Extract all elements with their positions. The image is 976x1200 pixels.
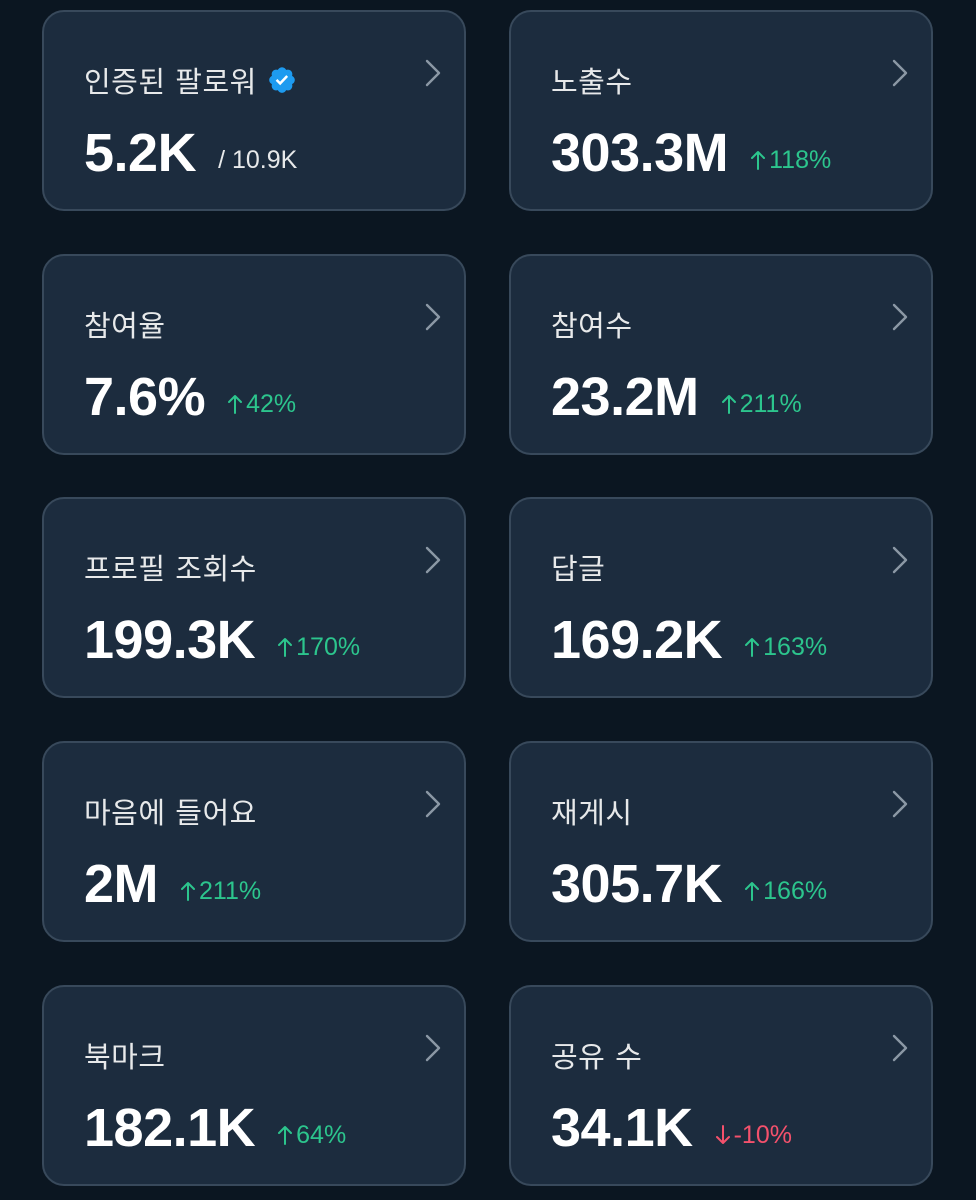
- card-likes[interactable]: 마음에 들어요 2M 211%: [42, 741, 466, 942]
- change-value: 64%: [296, 1120, 347, 1149]
- card-engagements[interactable]: 참여수 23.2M 211%: [509, 254, 933, 455]
- card-title-row: 공유 수: [551, 1027, 642, 1083]
- change-value: 211%: [199, 876, 262, 905]
- card-title-row: 참여수: [551, 296, 633, 352]
- card-title: 북마크: [84, 1040, 166, 1074]
- card-title: 노출수: [551, 65, 633, 99]
- card-title-row: 참여율: [84, 296, 166, 352]
- card-replies[interactable]: 답글 169.2K 163%: [509, 497, 933, 698]
- card-profile-visits[interactable]: 프로필 조회수 199.3K 170%: [42, 497, 466, 698]
- change-value: 42%: [246, 389, 297, 418]
- change-value: 118%: [769, 145, 832, 174]
- card-title: 재게시: [551, 796, 633, 830]
- card-title-row: 마음에 들어요: [84, 783, 257, 839]
- verified-badge-icon: [269, 67, 295, 93]
- card-title-row: 노출수: [551, 52, 633, 108]
- arrow-up-icon: [745, 638, 760, 657]
- card-value: 2M: [84, 854, 159, 914]
- card-value: 5.2K: [84, 123, 197, 183]
- card-value: 199.3K: [84, 610, 256, 670]
- change-indicator: 163%: [744, 633, 827, 662]
- card-value-row: 305.7K 166%: [551, 849, 827, 919]
- arrow-up-icon: [278, 1126, 293, 1145]
- card-value-row: 5.2K / 10.9K: [84, 118, 297, 188]
- card-title: 공유 수: [551, 1040, 643, 1074]
- change-value: -10%: [733, 1120, 792, 1149]
- card-value: 303.3M: [551, 123, 729, 183]
- change-indicator: 211%: [721, 390, 802, 419]
- card-reposts[interactable]: 재게시 305.7K 166%: [509, 741, 933, 942]
- card-value: 23.2M: [551, 367, 699, 427]
- card-value-row: 169.2K 163%: [551, 605, 827, 675]
- card-title: 인증된 팔로워: [84, 65, 257, 99]
- card-value: 169.2K: [551, 610, 723, 670]
- chevron-right-icon: [425, 790, 441, 818]
- card-value: 34.1K: [551, 1098, 693, 1158]
- change-indicator: 118%: [750, 146, 831, 175]
- card-value-row: 182.1K 64%: [84, 1093, 346, 1163]
- card-title-row: 프로필 조회수: [84, 539, 257, 595]
- chevron-right-icon: [425, 59, 441, 87]
- card-title-row: 인증된 팔로워: [84, 52, 297, 108]
- card-verified-followers[interactable]: 인증된 팔로워 5.2K / 10.9K: [42, 10, 466, 211]
- arrow-up-icon: [278, 638, 293, 657]
- card-value-row: 2M 211%: [84, 849, 261, 919]
- change-indicator: 211%: [180, 877, 261, 906]
- card-title-row: 북마크: [84, 1027, 166, 1083]
- card-value: 7.6%: [84, 367, 206, 427]
- change-indicator: 170%: [277, 633, 360, 662]
- card-title-row: 재게시: [551, 783, 633, 839]
- change-value: 166%: [763, 876, 828, 905]
- card-shares[interactable]: 공유 수 34.1K -10%: [509, 985, 933, 1186]
- card-title: 마음에 들어요: [84, 796, 257, 830]
- change-value: 170%: [296, 632, 361, 661]
- card-title: 프로필 조회수: [84, 552, 257, 586]
- chevron-right-icon: [425, 1034, 441, 1062]
- change-indicator: 64%: [277, 1121, 346, 1150]
- arrow-up-icon: [228, 395, 243, 414]
- card-title: 참여수: [551, 309, 633, 343]
- card-value-row: 23.2M 211%: [551, 362, 802, 432]
- arrow-down-icon: [715, 1125, 730, 1144]
- arrow-up-icon: [751, 151, 766, 170]
- card-bookmarks[interactable]: 북마크 182.1K 64%: [42, 985, 466, 1186]
- card-value-row: 34.1K -10%: [551, 1093, 792, 1163]
- change-value: 211%: [739, 389, 802, 418]
- chevron-right-icon: [892, 303, 908, 331]
- chevron-right-icon: [892, 546, 908, 574]
- card-value-row: 303.3M 118%: [551, 118, 831, 188]
- chevron-right-icon: [425, 303, 441, 331]
- card-total: / 10.9K: [218, 145, 298, 174]
- chevron-right-icon: [425, 546, 441, 574]
- change-indicator: 166%: [744, 877, 827, 906]
- card-value-row: 7.6% 42%: [84, 362, 296, 432]
- card-value: 305.7K: [551, 854, 723, 914]
- chevron-right-icon: [892, 59, 908, 87]
- change-value: 163%: [763, 632, 828, 661]
- change-indicator: -10%: [715, 1121, 792, 1150]
- arrow-up-icon: [181, 882, 196, 901]
- card-title: 참여율: [84, 309, 166, 343]
- card-value-row: 199.3K 170%: [84, 605, 360, 675]
- chevron-right-icon: [892, 1034, 908, 1062]
- card-value: 182.1K: [84, 1098, 256, 1158]
- change-indicator: 42%: [227, 390, 296, 419]
- arrow-up-icon: [721, 395, 736, 414]
- card-title: 답글: [551, 552, 606, 586]
- arrow-up-icon: [745, 882, 760, 901]
- card-impressions[interactable]: 노출수 303.3M 118%: [509, 10, 933, 211]
- card-engagement-rate[interactable]: 참여율 7.6% 42%: [42, 254, 466, 455]
- card-title-row: 답글: [551, 539, 605, 595]
- chevron-right-icon: [892, 790, 908, 818]
